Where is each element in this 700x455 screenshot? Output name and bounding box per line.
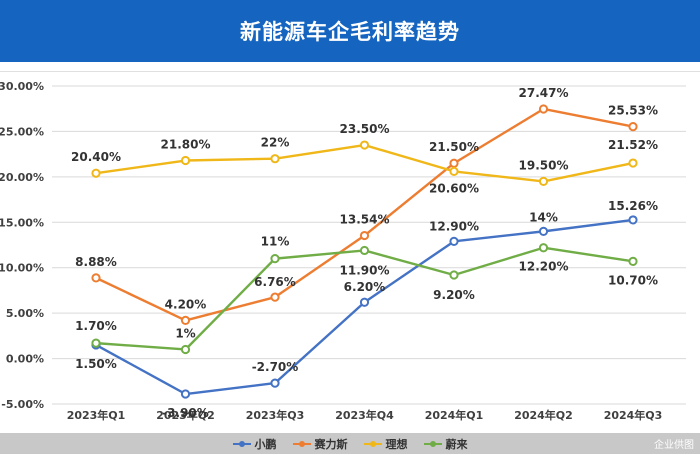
x-tick-label: 2023年Q4 [335,408,394,422]
legend-item: 蔚来 [423,436,468,452]
data-label: 6.76% [254,275,296,289]
y-tick-label: 15.00% [0,216,44,229]
y-tick-label: 30.00% [0,80,44,93]
y-tick-label: -5.00% [1,398,44,411]
data-point [449,236,459,246]
data-label: 27.47% [519,86,569,100]
data-point [538,176,549,186]
y-tick-label: 25.00% [0,125,44,138]
x-tick-label: 2024年Q2 [514,408,573,422]
y-tick-label: 0.00% [6,353,44,366]
y-tick-label: 20.00% [0,171,44,184]
legend-label: 蔚来 [445,437,468,451]
data-label: 1.70% [75,319,117,333]
data-point [628,158,638,168]
y-tick-label: 5.00% [6,307,44,320]
data-point [359,230,370,241]
data-point [91,168,101,178]
data-point [538,226,549,236]
legend-item: 理想 [363,436,408,452]
legend-label: 小鹏 [254,437,277,451]
legend-swatch-icon [292,439,311,449]
data-point [270,154,280,164]
data-label: 12.20% [519,260,569,274]
data-label: 10.70% [608,273,658,287]
data-label: 20.40% [71,150,121,164]
data-label: 12.90% [429,219,479,233]
data-label: 15.26% [608,199,658,213]
data-point [180,155,191,166]
data-point [359,297,370,307]
data-point [449,270,459,280]
data-label: 13.54% [340,213,390,227]
data-point [270,292,280,302]
y-tick-label: 10.00% [0,262,44,275]
x-tick-label: 2023年Q2 [156,408,215,422]
data-label: 14% [529,210,558,224]
legend: 小鹏 赛力斯 理想 蔚来 [0,433,700,454]
data-label: 22% [261,136,290,150]
data-point [628,256,638,266]
plot-frame [0,71,700,455]
data-point [538,104,549,114]
data-point [359,245,370,256]
data-point [359,140,370,150]
data-label: 8.88% [75,255,117,269]
data-label: 11% [261,235,290,249]
data-point [538,243,549,253]
legend-label: 理想 [385,437,408,451]
data-label: 1% [175,326,195,340]
legend-swatch-icon [423,439,442,449]
data-label: 9.20% [433,288,475,302]
legend-label: 赛力斯 [314,437,348,451]
data-label: 20.60% [429,181,479,195]
data-point [628,215,638,225]
data-label: 23.50% [340,122,390,136]
data-point [91,273,101,283]
x-tick-label: 2023年Q1 [67,408,126,422]
data-label: -3.90% [162,406,209,420]
chart-title: 新能源车企毛利率趋势 [240,20,460,44]
data-point [449,166,459,177]
data-label: 25.53% [608,104,658,118]
data-point [270,254,280,264]
legend-bar: 小鹏 赛力斯 理想 蔚来 企业供图 [0,433,700,454]
x-tick-label: 2024年Q3 [604,408,663,422]
data-label: 19.50% [519,158,569,172]
data-point [449,158,459,168]
legend-item: 小鹏 [232,436,277,452]
legend-item: 赛力斯 [292,436,348,452]
x-tick-label: 2024年Q1 [425,408,484,422]
data-label: 6.20% [344,280,386,294]
data-point [628,122,638,132]
data-point [180,389,191,399]
data-point [91,338,101,348]
data-point [180,315,191,326]
data-label: 21.52% [608,138,658,152]
legend-swatch-icon [232,439,251,449]
data-point [180,344,191,355]
data-label: 4.20% [165,297,207,311]
watermark: 企业供图 [654,440,694,451]
data-label: 21.50% [429,140,479,154]
header-banner: 新能源车企毛利率趋势 [0,0,700,62]
x-tick-label: 2023年Q3 [246,408,305,422]
data-point [270,378,280,388]
legend-swatch-icon [363,439,382,449]
data-label: 1.50% [75,357,117,371]
data-label: 11.90% [340,263,390,277]
data-label: -2.70% [252,360,299,374]
data-label: 21.80% [161,138,211,152]
